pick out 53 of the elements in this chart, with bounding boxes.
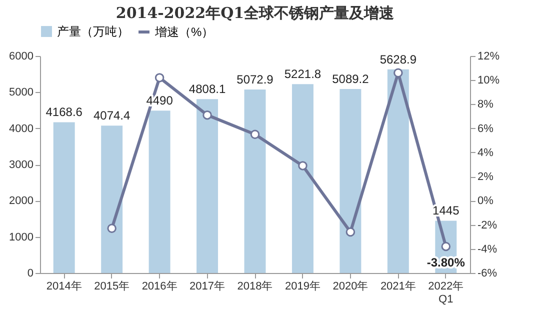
y2-tick-label: 8% — [478, 98, 494, 111]
y2-tick-label: 10% — [478, 74, 500, 87]
chart-title: 2014-2022年Q1全球不锈钢产量及增速 — [116, 4, 396, 22]
y-tick-label: 5000 — [9, 86, 34, 99]
x-tick-label: 2022年 Q1 — [428, 280, 464, 306]
y2-tick-label: -2% — [478, 219, 498, 232]
y2-tick-label: 0% — [478, 195, 494, 208]
bar — [387, 69, 409, 273]
point — [250, 130, 260, 139]
data-label: 4074.4 — [93, 108, 131, 123]
x-tick-label: 2014年 — [46, 280, 82, 292]
x-tick-label: 2017年 — [190, 280, 226, 292]
bar — [101, 126, 123, 273]
y2-tick-label: -4% — [478, 243, 498, 256]
bar — [340, 88, 362, 273]
point — [394, 68, 403, 78]
y-tick-label: 0 — [27, 268, 34, 280]
bar — [292, 84, 314, 273]
point — [154, 73, 164, 82]
point — [202, 110, 212, 120]
y2-tick-label: 12% — [478, 50, 500, 62]
x-tick-label: 2020年 — [332, 280, 368, 292]
legend-label: 增速（%） — [154, 25, 214, 39]
bar — [244, 90, 266, 273]
data-label: 4168.6 — [46, 105, 83, 120]
data-label: -3.80% — [426, 255, 466, 270]
y2-tick-label: 2% — [478, 171, 494, 184]
y2-tick-label: 6% — [478, 122, 494, 135]
data-label: 5628.9 — [380, 52, 417, 66]
data-label: 5221.8 — [284, 67, 322, 82]
y-tick-label: 6000 — [9, 50, 34, 62]
x-tick-label: 2018年 — [237, 280, 273, 292]
y-tick-label: 3000 — [9, 159, 34, 171]
x-tick-label: 2015年 — [94, 280, 130, 292]
data-label: 5072.9 — [236, 72, 274, 87]
point — [441, 242, 451, 252]
data-label: 4808.1 — [188, 82, 226, 96]
y-tick-label: 1000 — [9, 231, 34, 244]
x-tick-label: 2019年 — [284, 280, 320, 292]
point — [107, 224, 116, 234]
bar — [53, 122, 75, 273]
point — [298, 161, 308, 170]
x-tick-label: 2021年 — [380, 280, 416, 292]
legend-label: 产量（万吨） — [57, 24, 129, 38]
x-tick-label: 2016年 — [142, 280, 178, 292]
bar — [196, 99, 218, 273]
y-tick-label: 2000 — [9, 195, 34, 208]
data-label: 5089.2 — [332, 72, 370, 86]
point — [346, 227, 356, 237]
y2-tick-label: 4% — [478, 146, 494, 159]
y-tick-label: 4000 — [9, 122, 34, 135]
y2-tick-label: -6% — [478, 268, 498, 280]
bar — [148, 110, 170, 273]
